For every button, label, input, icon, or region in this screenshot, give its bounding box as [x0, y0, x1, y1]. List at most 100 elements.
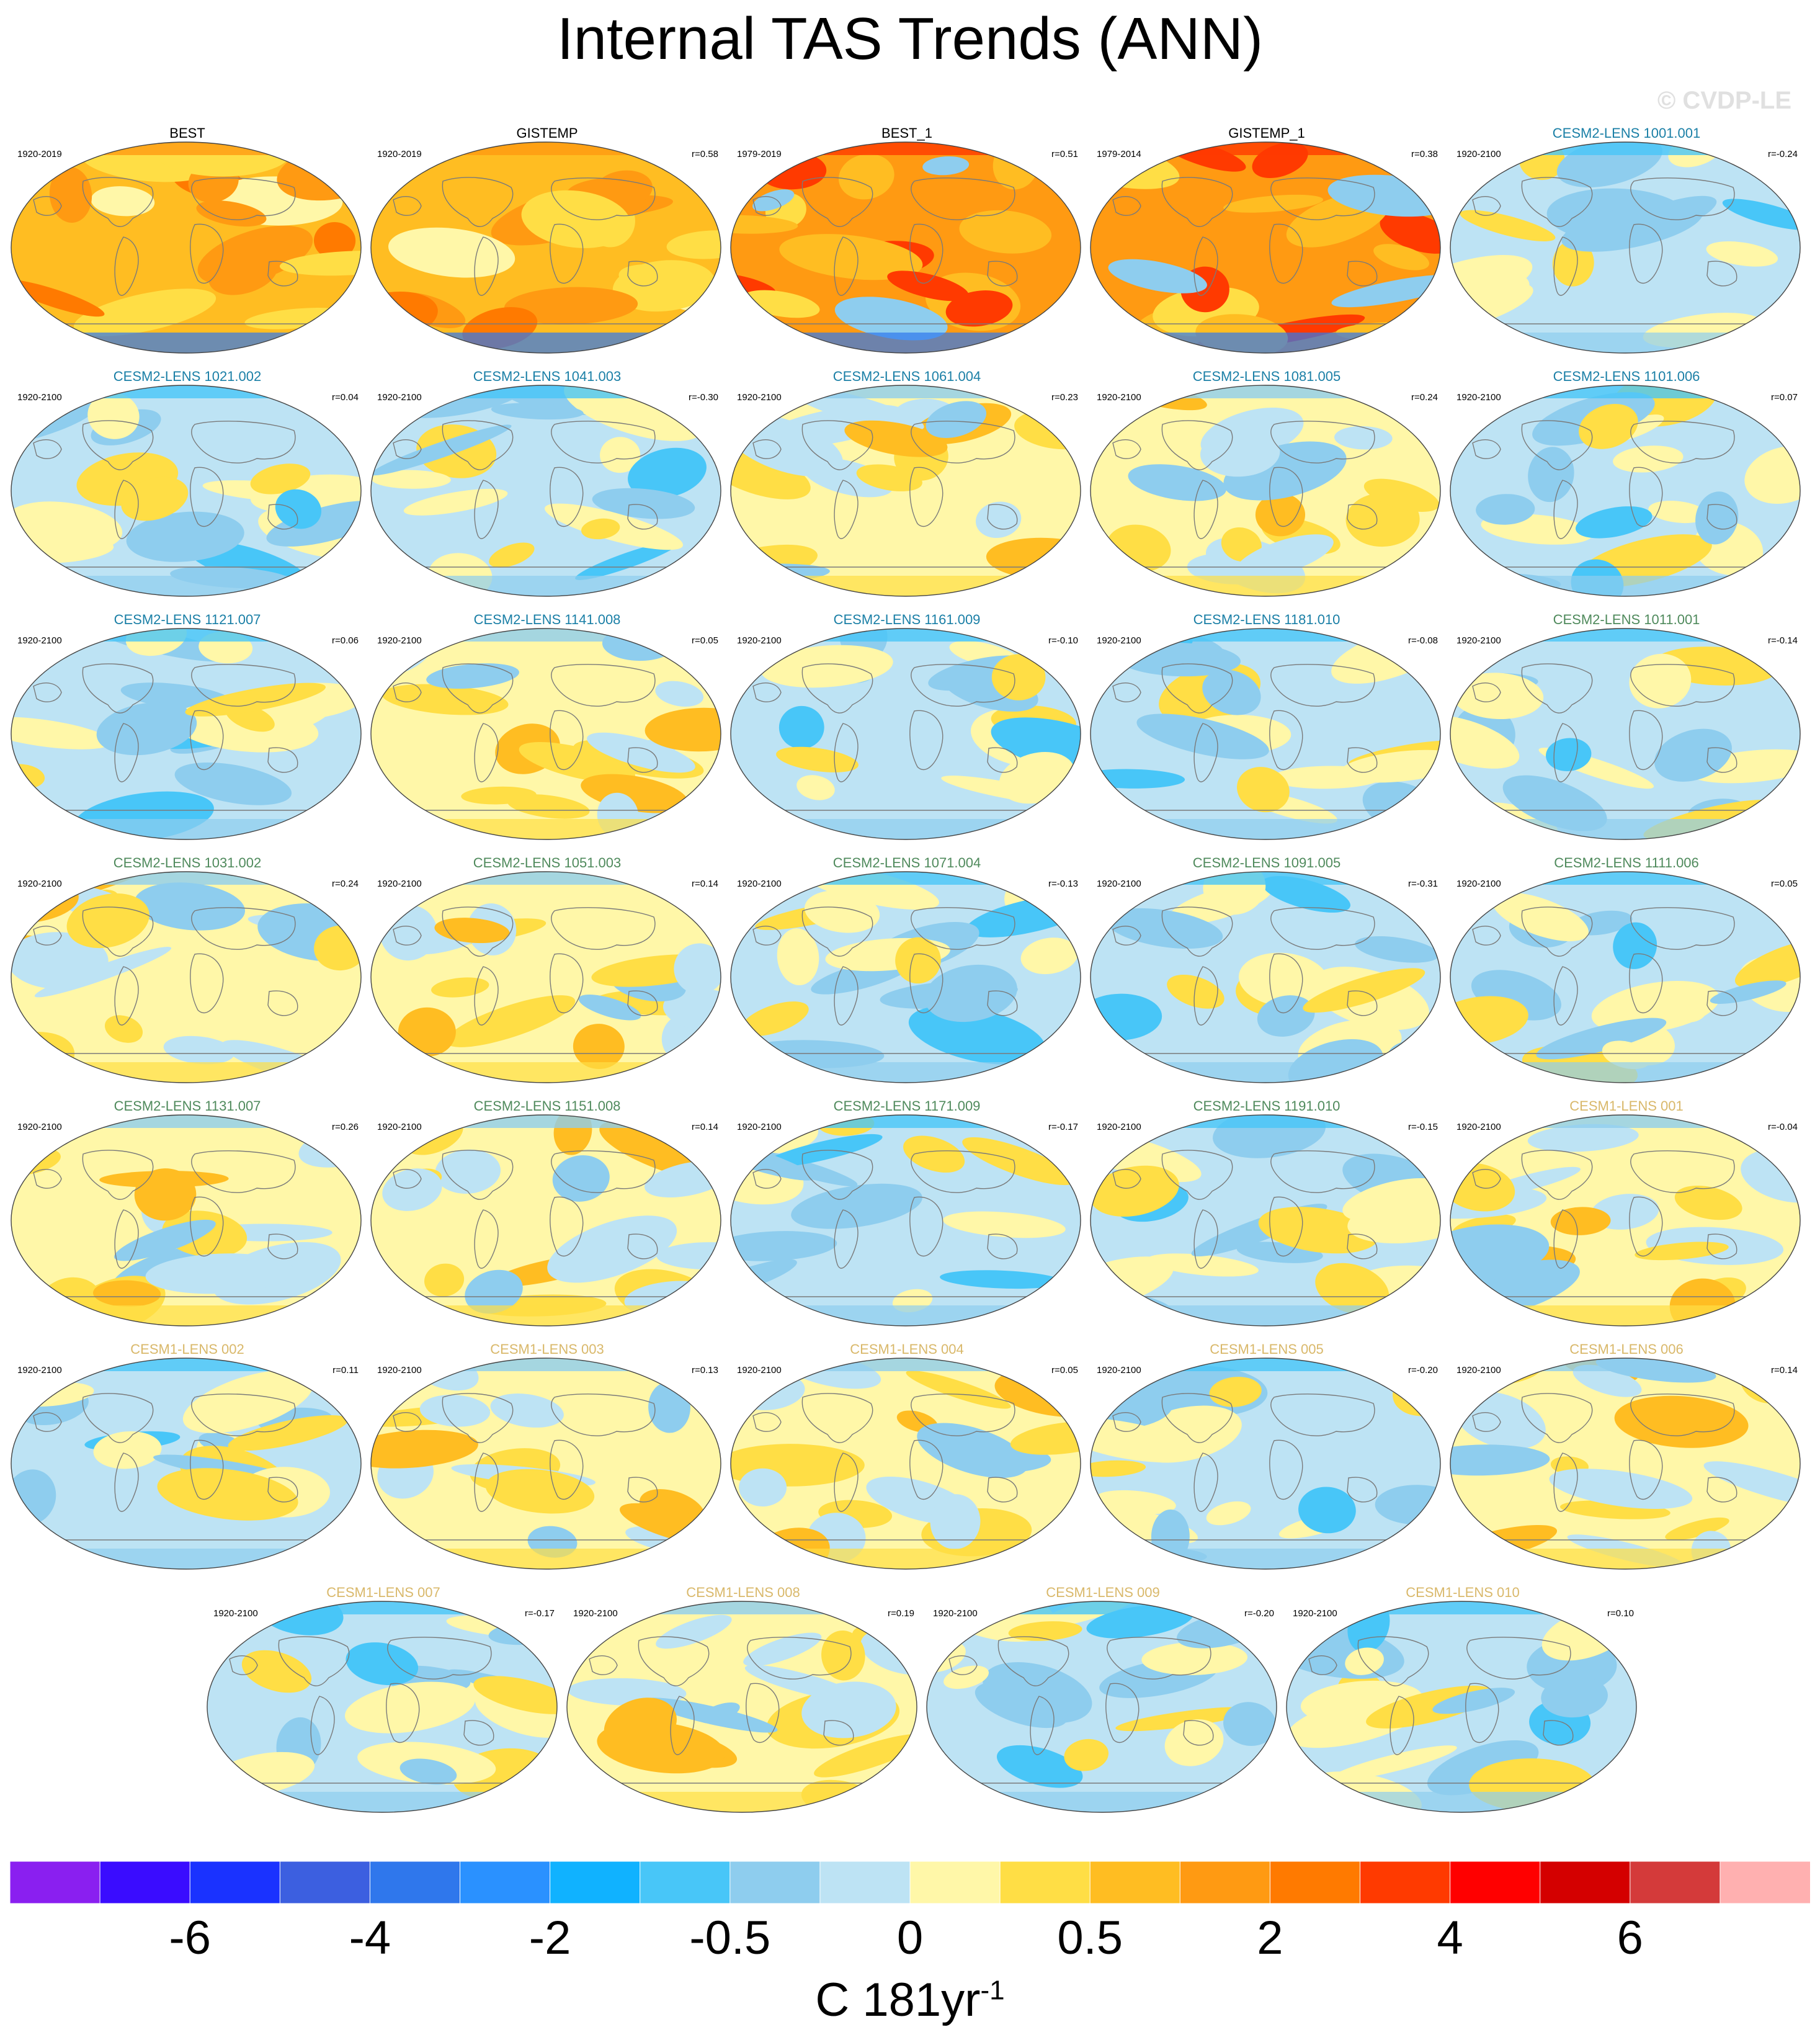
- trend-map: [730, 628, 1081, 840]
- panel-period: 1920-2100: [1456, 635, 1501, 646]
- panel-title: CESM2-LENS 1031.002: [113, 855, 262, 870]
- panel-title: CESM2-LENS 1011.001: [1553, 612, 1700, 627]
- trend-map: [370, 628, 721, 840]
- panel-title: CESM2-LENS 1191.010: [1193, 1098, 1340, 1114]
- panel-title: CESM2-LENS 1131.007: [114, 1098, 261, 1114]
- map-panel: BEST 1920-2019: [9, 124, 366, 367]
- colorbar-tick-label: -6: [169, 1912, 211, 1964]
- panel-correlation: r=0.26: [332, 1122, 359, 1132]
- map-panel: CESM1-LENS 006 1920-2100 r=0.14: [1448, 1340, 1805, 1583]
- panel-correlation: r=-0.31: [1408, 879, 1438, 889]
- map-panel: CESM2-LENS 1191.010 1920-2100 r=-0.15: [1088, 1097, 1445, 1340]
- panel-correlation: r=-0.10: [1048, 635, 1078, 646]
- panel-correlation: r=0.23: [1051, 392, 1078, 403]
- colorbar-swatch: [729, 1861, 821, 1904]
- trend-map: [1450, 1114, 1801, 1326]
- trend-map: [1286, 1601, 1637, 1813]
- map-panel: CESM1-LENS 005 1920-2100 r=-0.20: [1088, 1340, 1445, 1583]
- panel-correlation: r=0.07: [1771, 392, 1798, 403]
- panel-title: CESM2-LENS 1021.002: [113, 369, 262, 384]
- trend-map: [1090, 1114, 1441, 1326]
- map-panel: CESM2-LENS 1011.001 1920-2100 r=-0.14: [1448, 611, 1805, 854]
- trend-map: [730, 385, 1081, 597]
- map-panel: CESM2-LENS 1061.004 1920-2100 r=0.23: [728, 367, 1086, 611]
- panel-period: 1920-2100: [573, 1608, 618, 1619]
- map-panel: CESM2-LENS 1121.007 1920-2100 r=0.06: [9, 611, 366, 854]
- panel-correlation: r=0.06: [332, 635, 359, 646]
- trend-map: [1090, 385, 1441, 597]
- panel-period: 1920-2100: [1456, 1365, 1501, 1376]
- panel-title: GISTEMP: [516, 125, 578, 141]
- panel-title: CESM1-LENS 005: [1210, 1341, 1324, 1357]
- panel-correlation: r=0.58: [692, 149, 718, 159]
- panel-period: 1920-2100: [1456, 1122, 1501, 1132]
- panel-period: 1920-2100: [737, 879, 782, 889]
- trend-map: [370, 385, 721, 597]
- panel-correlation: r=0.14: [692, 1122, 718, 1132]
- panel-period: 1920-2019: [377, 149, 422, 159]
- trend-map: [11, 1114, 362, 1326]
- panel-title: BEST: [169, 125, 205, 141]
- trend-map: [566, 1601, 917, 1813]
- panel-title: GISTEMP_1: [1228, 125, 1305, 141]
- panel-correlation: r=-0.14: [1768, 635, 1798, 646]
- panel-correlation: r=-0.08: [1408, 635, 1438, 646]
- colorbar-swatch: [1450, 1861, 1541, 1904]
- map-panel: CESM2-LENS 1181.010 1920-2100 r=-0.08: [1088, 611, 1445, 854]
- panel-correlation: r=0.05: [1771, 879, 1798, 889]
- colorbar-tick-label: -0.5: [689, 1912, 771, 1964]
- colorbar-swatch: [189, 1861, 281, 1904]
- map-panel: CESM1-LENS 001 1920-2100 r=-0.04: [1448, 1097, 1805, 1340]
- colorbar-swatch: [1089, 1861, 1181, 1904]
- trend-map: [370, 871, 721, 1083]
- trend-map: [730, 1114, 1081, 1326]
- panel-period: 1979-2019: [737, 149, 782, 159]
- panel-title: CESM2-LENS 1051.003: [473, 855, 622, 870]
- trend-map: [1450, 871, 1801, 1083]
- units-exponent: -1: [980, 1975, 1005, 2006]
- map-panel: CESM2-LENS 1131.007 1920-2100 r=0.26: [9, 1097, 366, 1340]
- panel-title: CESM2-LENS 1111.006: [1554, 855, 1699, 870]
- colorbar-tick-label: -2: [529, 1912, 571, 1964]
- colorbar-swatch: [909, 1861, 1001, 1904]
- panel-title: CESM2-LENS 1081.005: [1192, 369, 1341, 384]
- panel-correlation: r=-0.30: [689, 392, 718, 403]
- trend-map: [1090, 871, 1441, 1083]
- colorbar-tick-label: 6: [1617, 1912, 1643, 1964]
- panel-correlation: r=0.24: [332, 879, 359, 889]
- panel-title: CESM2-LENS 1091.005: [1192, 855, 1341, 870]
- map-panel: CESM2-LENS 1151.008 1920-2100 r=0.14: [368, 1097, 726, 1340]
- colorbar-tick-label: 0: [896, 1912, 924, 1964]
- map-panel: GISTEMP 1920-2019 r=0.58: [368, 124, 726, 367]
- panel-title: CESM2-LENS 1071.004: [832, 855, 981, 870]
- colorbar-units: C 181yr-1: [0, 1973, 1820, 2027]
- map-panel: CESM1-LENS 003 1920-2100 r=0.13: [368, 1340, 726, 1583]
- trend-map: [1450, 141, 1801, 354]
- trend-map: [1450, 628, 1801, 840]
- trend-map: [11, 385, 362, 597]
- colorbar-labels: -6 -4 -2 -0.5 0 0.5 2 4 6: [0, 1911, 1820, 1964]
- colorbar-swatch: [1540, 1861, 1631, 1904]
- trend-map: [370, 1114, 721, 1326]
- panel-correlation: r=-0.20: [1408, 1365, 1438, 1376]
- panel-period: 1920-2100: [1097, 1365, 1141, 1376]
- trend-map: [1450, 1358, 1801, 1570]
- map-panel: CESM2-LENS 1171.009 1920-2100 r=-0.17: [728, 1097, 1086, 1340]
- panel-period: 1920-2100: [17, 635, 62, 646]
- map-panel: CESM2-LENS 1031.002 1920-2100 r=0.24: [9, 854, 366, 1097]
- map-panel: CESM2-LENS 1161.009 1920-2100 r=-0.10: [728, 611, 1086, 854]
- panel-correlation: r=0.13: [692, 1365, 718, 1376]
- panel-correlation: r=-0.15: [1408, 1122, 1438, 1132]
- map-panel: CESM2-LENS 1091.005 1920-2100 r=-0.31: [1088, 854, 1445, 1097]
- panel-title: CESM2-LENS 1161.009: [833, 612, 981, 627]
- panel-correlation: r=-0.13: [1048, 879, 1078, 889]
- colorbar-swatch: [1360, 1861, 1451, 1904]
- map-panel: CESM2-LENS 1141.008 1920-2100 r=0.05: [368, 611, 726, 854]
- panel-correlation: r=0.24: [1411, 392, 1438, 403]
- panel-title: CESM1-LENS 008: [686, 1585, 800, 1600]
- trend-map: [11, 1358, 362, 1570]
- trend-map: [730, 1358, 1081, 1570]
- panel-period: 1920-2100: [737, 392, 782, 403]
- panel-period: 1920-2100: [377, 879, 422, 889]
